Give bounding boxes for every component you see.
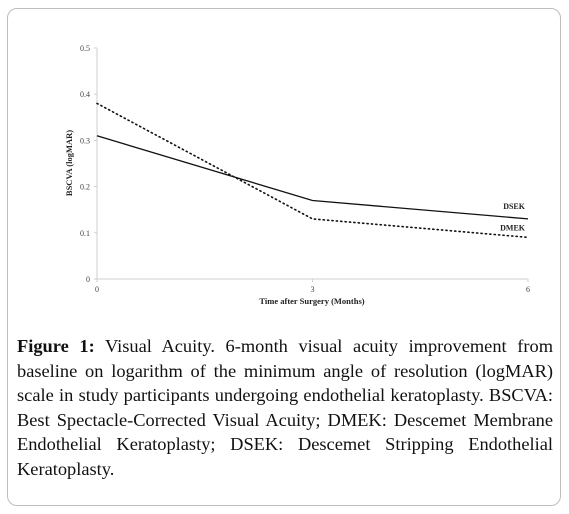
x-tick-labels: 0 3 6: [95, 279, 530, 294]
y-tick-label: 0.5: [80, 44, 90, 53]
caption-text: Visual Acuity. 6-month visual acuity imp…: [17, 336, 553, 479]
x-tick-label: 3: [311, 285, 315, 294]
x-tick-label: 0: [95, 285, 99, 294]
series-line-dsek: [96, 135, 529, 220]
series-line-dmek: [96, 102, 529, 239]
series-lines: [96, 102, 529, 239]
y-tick-label: 0.2: [80, 183, 90, 192]
figure-frame: [7, 8, 561, 506]
y-tick-label: 0.3: [80, 136, 90, 145]
series-label-dsek: DSEK: [503, 202, 526, 211]
y-tick-label: 0: [86, 275, 90, 284]
x-tick-label: 6: [526, 285, 530, 294]
series-labels: DSEK DMEK: [500, 202, 526, 232]
series-label-dmek: DMEK: [500, 223, 526, 232]
y-tick-label: 0.1: [80, 229, 90, 238]
y-tick-labels: 0 0.1 0.2 0.3 0.4 0.5: [80, 44, 97, 284]
line-chart: 0 0.1 0.2 0.3 0.4 0.5 0 3 6 DSEK DMEK Time after…: [64, 44, 530, 306]
x-axis-title: Time after Surgery (Months): [259, 296, 364, 306]
y-axis-title: BSCVA (logMAR): [64, 130, 74, 196]
figure-caption: Figure 1: Visual Acuity. 6-month visual …: [17, 334, 553, 481]
caption-label: Figure 1:: [17, 336, 95, 356]
y-tick-label: 0.4: [80, 90, 90, 99]
